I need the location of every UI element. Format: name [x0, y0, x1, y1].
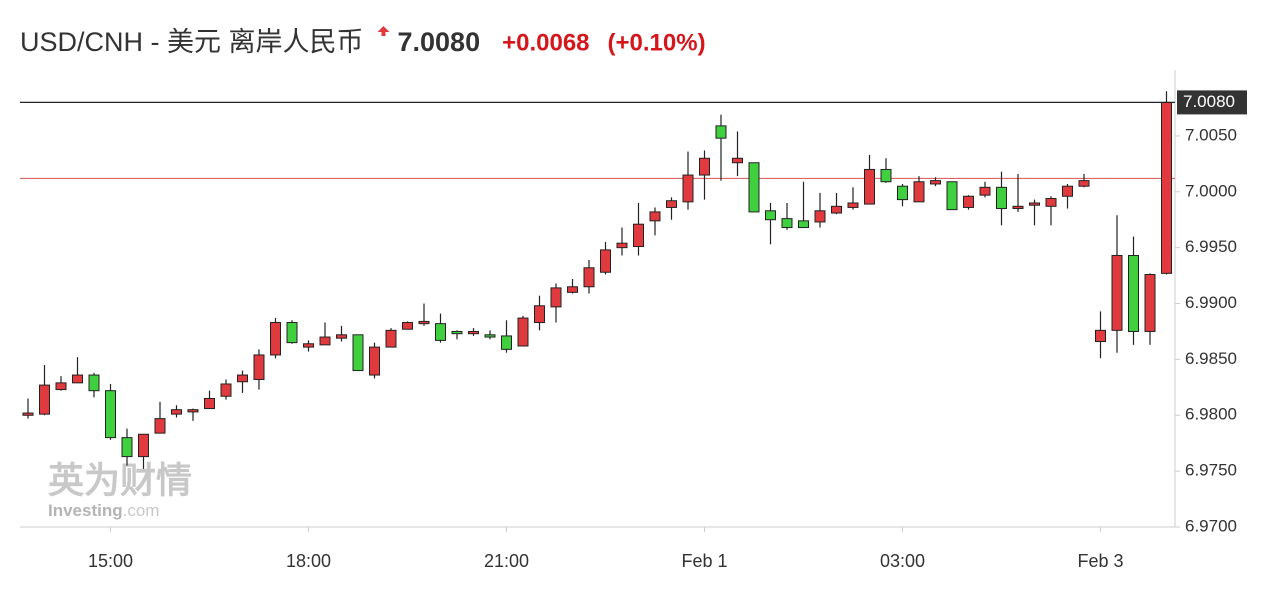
candle-body: [468, 330, 479, 335]
candle-body: [352, 334, 364, 372]
candle-body: [1128, 254, 1139, 332]
x-tick-label: 15:00: [88, 551, 133, 571]
candle-body: [798, 220, 809, 229]
candle-body: [204, 398, 215, 410]
candle-body: [567, 286, 578, 293]
candle-body: [237, 374, 248, 383]
candle-body: [187, 409, 199, 413]
candle-body: [897, 185, 908, 201]
candle-body: [1095, 329, 1106, 343]
candle-body: [748, 162, 760, 213]
candle-body: [418, 320, 430, 325]
candle-body: [765, 210, 776, 221]
candle-body: [1045, 197, 1057, 207]
candle-body: [880, 168, 892, 183]
last-price-box: [1177, 90, 1247, 115]
x-tick-label: Feb 1: [681, 551, 727, 571]
watermark: 英为财情: [48, 460, 192, 501]
candle-body: [435, 323, 446, 341]
candle-body: [303, 343, 314, 348]
candle-body: [633, 223, 644, 248]
candle-body: [864, 168, 875, 205]
price: 7.0080: [398, 27, 481, 57]
candle-body: [963, 195, 974, 208]
candle-body: [154, 418, 166, 434]
watermark: Investing: [48, 501, 123, 520]
candle-body: [1111, 254, 1123, 331]
watermark: .com: [123, 501, 160, 520]
candle-body: [732, 157, 743, 164]
candle-body: [946, 181, 958, 211]
watermark: Investing.com: [48, 501, 159, 520]
y-tick-label: 7.0000: [1185, 181, 1237, 200]
candle-body: [1062, 185, 1073, 197]
candle-body: [781, 218, 793, 229]
candle-body: [484, 334, 496, 338]
candle-body: [121, 437, 133, 458]
candle-body: [1144, 273, 1156, 332]
y-tick-label: 6.9850: [1185, 349, 1237, 368]
candle-body: [583, 267, 595, 288]
candle-body: [996, 186, 1007, 210]
x-tick-label: 18:00: [286, 551, 331, 571]
candle-body: [451, 330, 463, 335]
candle-body: [39, 384, 50, 415]
candle-body: [930, 180, 941, 185]
candle-body: [550, 287, 562, 308]
candle-body: [369, 346, 380, 376]
candle-body: [220, 383, 232, 397]
up-arrow: [377, 26, 390, 36]
candle-body: [616, 242, 628, 249]
candle-body: [72, 374, 83, 384]
candle-body: [979, 186, 991, 196]
candle-body: [171, 409, 182, 415]
candle-body: [402, 322, 413, 330]
candle-body: [105, 390, 116, 439]
y-tick-label: 6.9950: [1185, 237, 1237, 256]
change: +0.0068: [502, 29, 589, 56]
candle-body: [319, 336, 331, 346]
candle-body: [649, 211, 661, 222]
y-tick-label: 6.9700: [1185, 516, 1237, 535]
candle-body: [913, 181, 925, 203]
candle-body: [831, 205, 842, 214]
candle-body: [385, 329, 397, 348]
candle-body: [600, 249, 611, 273]
y-tick-label: 6.9800: [1185, 405, 1237, 424]
candle-body: [699, 157, 710, 176]
candle-body: [814, 210, 826, 223]
candle-body: [1078, 180, 1090, 187]
last-price-label: 7.0080: [1183, 92, 1235, 111]
candle-body: [336, 334, 347, 339]
x-tick-label: Feb 3: [1077, 551, 1123, 571]
candle-body: [1161, 101, 1172, 274]
candle-body: [534, 305, 545, 324]
candle-body: [138, 433, 149, 458]
candle-body: [666, 200, 677, 208]
candle-body: [682, 174, 694, 203]
candle-body: [270, 322, 281, 356]
candle-body: [22, 412, 34, 416]
candle-body: [1029, 202, 1040, 206]
candle-body: [55, 382, 67, 391]
change-percent: (+0.10%): [608, 29, 706, 56]
y-tick-label: 6.9900: [1185, 293, 1237, 312]
x-tick-label: 03:00: [880, 551, 925, 571]
x-tick-label: 21:00: [484, 551, 529, 571]
candle-body: [847, 202, 859, 208]
candle-body: [88, 374, 100, 392]
chart-title: USD/CNH - 美元 离岸人民币: [20, 27, 364, 57]
candle-body: [253, 354, 265, 381]
candle-body: [715, 125, 727, 139]
candle-body: [1012, 205, 1024, 210]
y-tick-label: 7.0050: [1185, 125, 1237, 144]
candle-body: [286, 322, 298, 344]
candle-body: [501, 335, 512, 350]
candle-body: [517, 317, 529, 347]
y-tick-label: 6.9750: [1185, 461, 1237, 480]
